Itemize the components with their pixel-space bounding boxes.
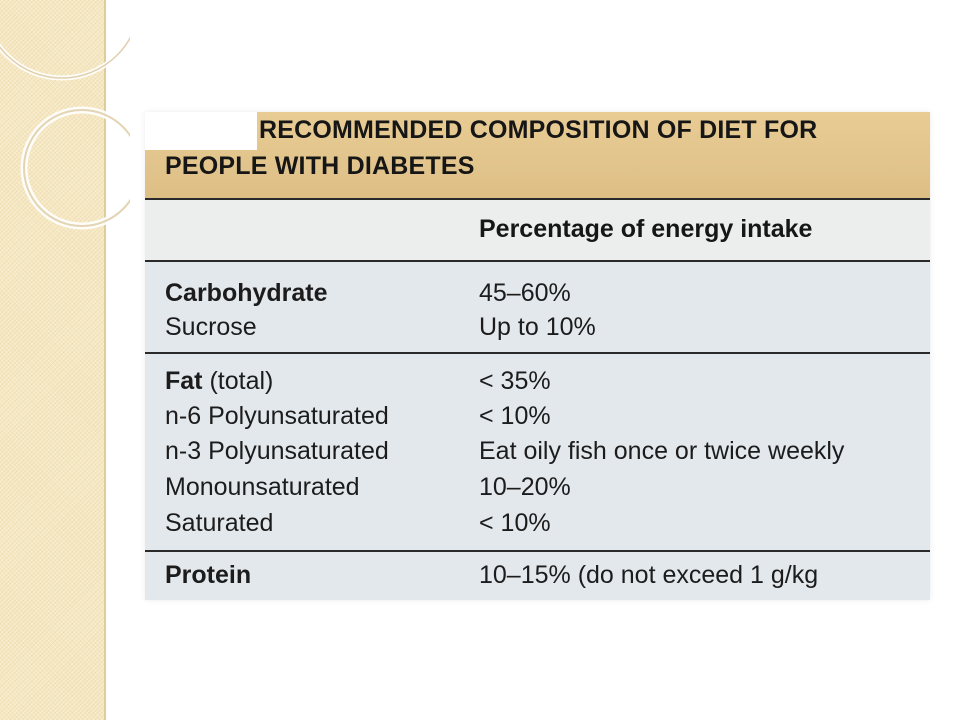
table-title-bar: RECOMMENDED COMPOSITION OF DIET FOR PEOP… xyxy=(145,112,930,198)
row-divider xyxy=(145,352,930,354)
row-name-saturated: Saturated xyxy=(165,509,274,537)
decorative-circles xyxy=(0,32,130,230)
row-name-carbohydrate: Carbohydrate xyxy=(165,279,328,307)
row-value-carbohydrate: 45–60% xyxy=(479,279,571,307)
row-name-n3: n-3 Polyunsaturated xyxy=(165,437,389,465)
row-name-fat: Fat (total) xyxy=(165,366,273,396)
row-value-protein: 10–15% (do not exceed 1 g/kg xyxy=(479,561,819,589)
row-name-n6: n-6 Polyunsaturated xyxy=(165,402,389,430)
row-name-sucrose: Sucrose xyxy=(165,313,257,341)
table-body: Carbohydrate 45–60% Sucrose Up to 10% Fa… xyxy=(145,260,930,600)
fat-label: Fat xyxy=(165,367,203,395)
row-divider xyxy=(145,550,930,552)
row-value-n6: < 10% xyxy=(479,402,551,430)
row-value-saturated: < 10% xyxy=(479,509,551,537)
row-name-protein: Protein xyxy=(165,561,252,589)
diet-composition-table: RECOMMENDED COMPOSITION OF DIET FOR PEOP… xyxy=(145,112,930,600)
row-value-sucrose: Up to 10% xyxy=(479,313,596,341)
row-value-n3: Eat oily fish once or twice weekly xyxy=(479,437,845,465)
column-header-energy-intake: Percentage of energy intake xyxy=(479,215,813,243)
table-title-line-1: RECOMMENDED COMPOSITION OF DIET FOR xyxy=(259,116,818,144)
row-name-monounsaturated: Monounsaturated xyxy=(165,473,360,501)
table-title-line-2: PEOPLE WITH DIABETES xyxy=(165,152,475,180)
table-header-row: Percentage of energy intake xyxy=(145,198,930,262)
row-value-fat: < 35% xyxy=(479,367,551,395)
row-value-monounsaturated: 10–20% xyxy=(479,473,571,501)
fat-suffix: (total) xyxy=(202,367,274,395)
